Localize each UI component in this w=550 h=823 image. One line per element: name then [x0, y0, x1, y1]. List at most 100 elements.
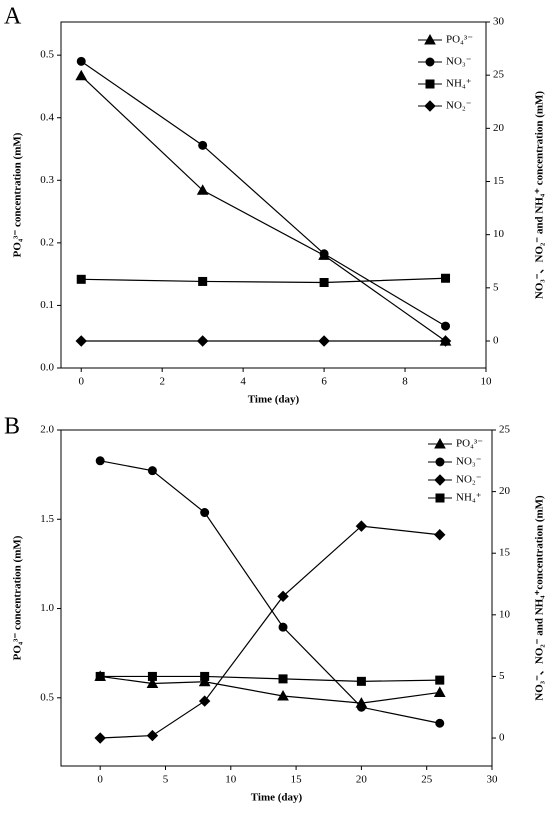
y2-axis-label: NO₃⁻、NO₂⁻ and NH₄⁺concentration (mM): [534, 495, 546, 701]
y2-tick-label: 25: [493, 69, 505, 81]
y2-tick-label: 10: [493, 228, 505, 240]
marker: [198, 695, 211, 707]
y2-tick-label: 10: [499, 608, 511, 620]
y2-axis-label: NO₃⁻、NO₂⁻ and NH₄⁺ concentration (mM): [534, 91, 546, 300]
marker: [200, 671, 210, 681]
legend-marker: [434, 437, 446, 449]
y2-tick-label: 25: [499, 424, 511, 436]
series-line: [100, 675, 440, 704]
marker: [95, 456, 105, 466]
x-tick-label: 2: [159, 376, 165, 388]
y2-tick-label: 0: [493, 335, 499, 347]
x-tick-label: 30: [487, 774, 499, 786]
y2-tick-label: 20: [499, 485, 511, 497]
y-tick-label: 1.0: [40, 602, 54, 614]
legend-label: NO₃⁻: [456, 456, 482, 468]
x-tick-label: 6: [321, 376, 327, 388]
panel-label: A: [4, 4, 22, 30]
marker: [75, 335, 87, 347]
marker: [435, 718, 445, 728]
legend-label: NO₂⁻: [446, 100, 472, 112]
marker: [198, 276, 208, 286]
marker: [356, 676, 366, 686]
marker: [434, 529, 446, 541]
legend-marker: [425, 79, 435, 89]
series-line: [100, 460, 440, 724]
series-line: [80, 75, 446, 342]
marker: [439, 335, 452, 347]
plot-frame: [60, 429, 493, 767]
marker: [435, 675, 445, 685]
marker: [147, 466, 157, 476]
y2-tick-label: 0: [499, 732, 505, 744]
marker: [146, 729, 159, 742]
y2-tick-label: 5: [493, 281, 499, 293]
series-line: [100, 525, 440, 739]
marker: [433, 686, 446, 697]
marker: [356, 702, 366, 712]
y-tick-label: 0.5: [40, 691, 54, 703]
x-tick-label: 20: [356, 774, 368, 786]
marker: [198, 140, 208, 150]
marker: [441, 273, 451, 283]
y-tick-label: 1.5: [40, 513, 54, 525]
y-tick-label: 0.2: [40, 236, 54, 248]
y-axis-label: PO₄³⁻ concentration (mM): [12, 132, 24, 257]
plot-frame: [60, 21, 487, 369]
marker: [75, 69, 88, 81]
legend-marker: [425, 57, 435, 67]
x-tick-label: 25: [421, 774, 433, 786]
y-tick-label: 0.4: [40, 111, 54, 123]
y-tick-label: 0.3: [40, 174, 54, 186]
marker: [441, 321, 451, 331]
x-tick-label: 10: [225, 774, 237, 786]
y-tick-label: 0.5: [40, 49, 54, 61]
y2-tick-label: 15: [493, 175, 505, 187]
marker: [319, 249, 329, 259]
x-axis-label: Time (day): [251, 792, 303, 804]
marker: [198, 675, 211, 687]
marker: [278, 674, 288, 684]
y-tick-label: 0.1: [40, 299, 54, 311]
x-tick-label: 0: [78, 376, 84, 388]
y2-tick-label: 15: [499, 547, 511, 559]
x-tick-label: 15: [291, 774, 303, 786]
legend-marker: [435, 493, 445, 503]
y2-tick-label: 30: [493, 16, 505, 28]
legend-marker: [424, 100, 436, 112]
legend-marker: [434, 474, 446, 486]
marker: [196, 184, 209, 195]
legend-label: PO₄³⁻: [456, 438, 483, 450]
y2-tick-label: 20: [493, 122, 505, 134]
legend-label: NO₂⁻: [456, 474, 482, 486]
marker: [355, 520, 368, 532]
marker: [76, 274, 86, 284]
series-line: [80, 60, 446, 327]
marker: [146, 677, 159, 689]
marker: [76, 56, 86, 66]
series-line: [100, 675, 440, 682]
legend-label: PO₄³⁻: [446, 34, 473, 46]
marker: [147, 671, 157, 681]
x-axis-label: Time (day): [248, 394, 300, 406]
x-tick-label: 0: [97, 774, 103, 786]
series-line: [81, 277, 446, 284]
marker: [319, 278, 329, 288]
legend-label: NH₄⁺: [446, 78, 472, 90]
x-tick-label: 8: [402, 376, 408, 388]
marker: [94, 732, 106, 744]
marker: [95, 671, 105, 681]
marker: [318, 335, 330, 347]
legend-marker: [435, 457, 445, 467]
marker: [200, 508, 210, 518]
y-tick-label: 0.0: [40, 362, 54, 374]
marker: [277, 590, 289, 603]
legend-label: NH₄⁺: [456, 492, 482, 504]
x-tick-label: 10: [481, 376, 493, 388]
marker: [277, 689, 289, 701]
panel-label: B: [4, 414, 20, 440]
marker: [278, 622, 288, 632]
y2-tick-label: 5: [499, 670, 505, 682]
legend-label: NO₃⁻: [446, 56, 472, 68]
